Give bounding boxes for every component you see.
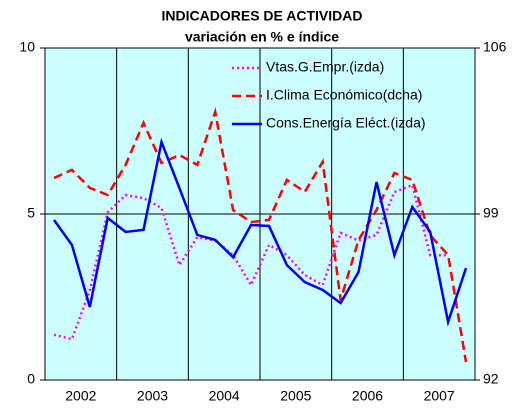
x-tick-label: 2007: [424, 388, 455, 404]
y-tick-label: 10: [19, 39, 35, 55]
x-tick-label: 2002: [65, 388, 96, 404]
y-tick-label: 0: [27, 371, 35, 387]
y2-tick-label: 99: [483, 205, 499, 221]
y2-tick-label: 106: [483, 39, 507, 55]
x-tick-label: 2004: [209, 388, 240, 404]
x-tick-label: 2003: [137, 388, 168, 404]
legend-label: Cons.Energía Eléct.(izda): [266, 115, 426, 131]
legend-label: Vtas.G.Empr.(izda): [266, 59, 384, 75]
series-line: [52, 137, 468, 327]
y-tick-label: 5: [27, 205, 35, 221]
legend-label: I.Clima Económico(dcha): [266, 87, 422, 103]
y2-tick-label: 92: [483, 371, 499, 387]
x-tick-label: 2006: [352, 388, 383, 404]
chart-subtitle: variación en % e índice: [185, 29, 339, 45]
x-tick-label: 2005: [280, 388, 311, 404]
series-line: [53, 107, 468, 363]
chart-title: INDICADORES DE ACTIVIDAD: [162, 8, 363, 24]
